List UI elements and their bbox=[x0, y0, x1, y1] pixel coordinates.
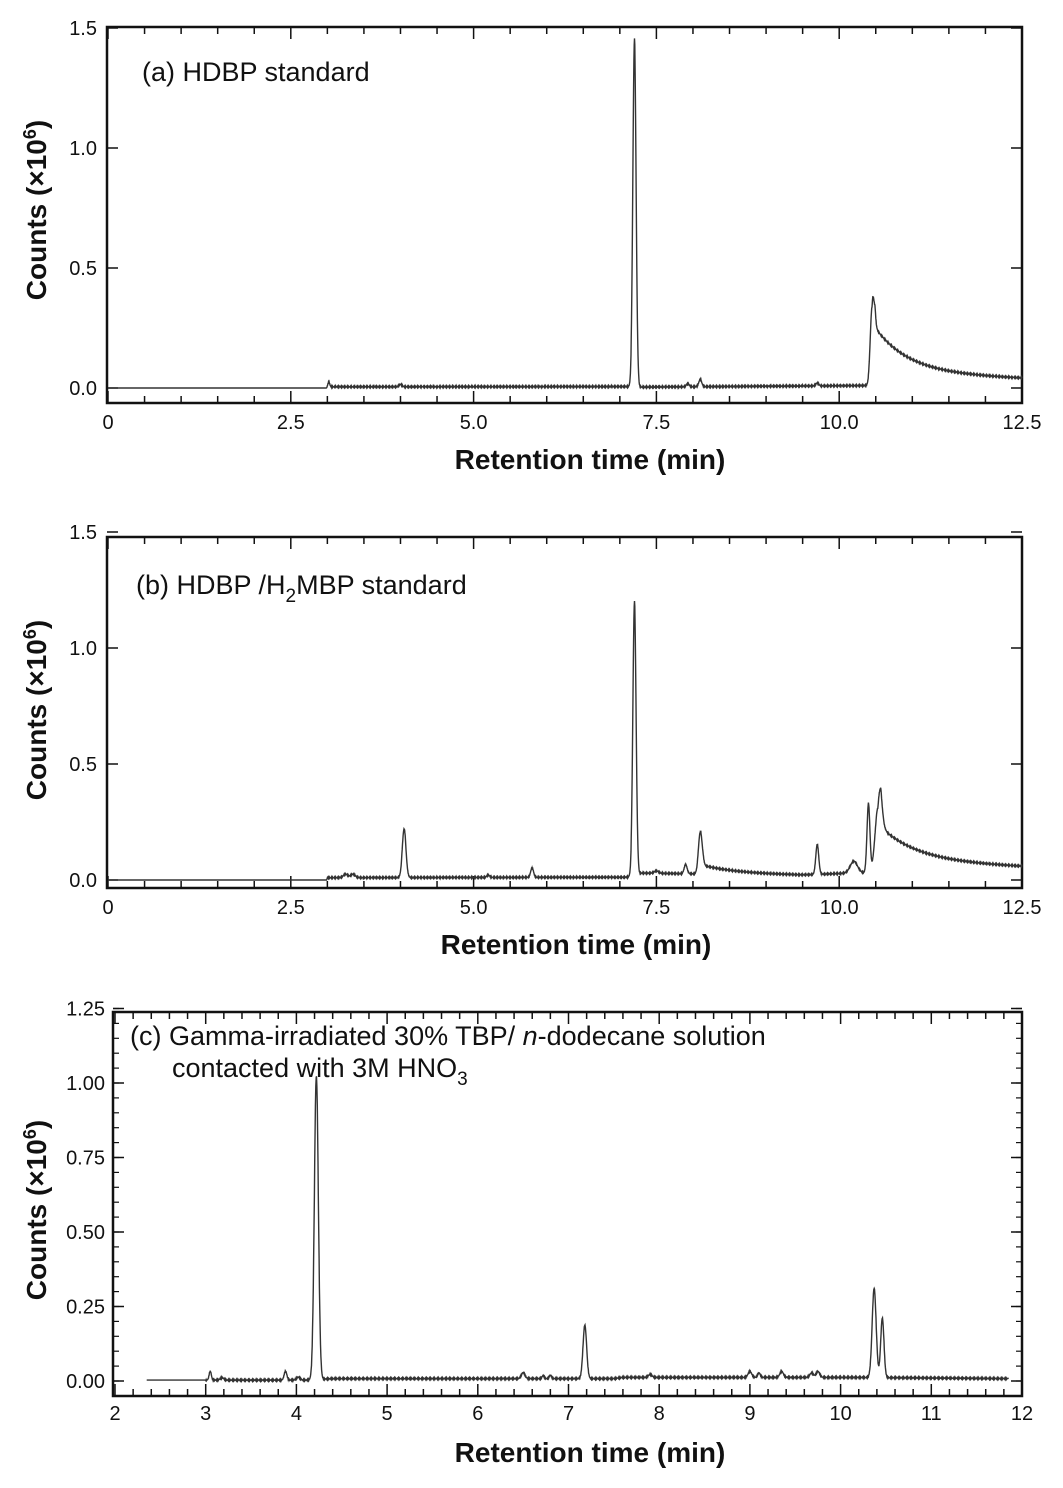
x-tick-label: 0 bbox=[102, 412, 113, 434]
chromatogram-trace bbox=[108, 38, 1023, 391]
y-tick-label: 1.5 bbox=[69, 522, 97, 544]
y-tick-label: 1.25 bbox=[66, 999, 105, 1021]
x-tick-label: 3 bbox=[200, 1403, 211, 1425]
panel-a-xlabel: Retention time (min) bbox=[455, 444, 726, 475]
x-tick-label: 10.0 bbox=[820, 897, 859, 919]
panel-b-xlabel: Retention time (min) bbox=[441, 929, 712, 960]
panel-c-xlabel: Retention time (min) bbox=[455, 1437, 726, 1468]
panel-c-ylabel: Counts (×106) bbox=[20, 1120, 52, 1300]
panel-b: (b) HDBP /H2MBP standard Retention time … bbox=[20, 522, 1041, 960]
y-tick-label: 0.75 bbox=[66, 1148, 105, 1170]
x-tick-label: 2.5 bbox=[277, 897, 305, 919]
panel-c-label-line2: contacted with 3M HNO3 bbox=[172, 1053, 468, 1090]
x-tick-label: 10 bbox=[829, 1403, 851, 1425]
panel-a-ylabel: Counts (×106) bbox=[20, 120, 52, 300]
x-tick-label: 12.5 bbox=[1003, 412, 1042, 434]
x-tick-label: 5.0 bbox=[460, 897, 488, 919]
y-tick-label: 1.0 bbox=[69, 638, 97, 660]
y-tick-label: 1.00 bbox=[66, 1073, 105, 1095]
x-tick-label: 7.5 bbox=[642, 412, 670, 434]
y-tick-label: 0.0 bbox=[69, 378, 97, 400]
x-tick-label: 2 bbox=[109, 1403, 120, 1425]
x-tick-label: 12 bbox=[1011, 1403, 1033, 1425]
x-tick-label: 4 bbox=[291, 1403, 302, 1425]
x-tick-label: 7 bbox=[563, 1403, 574, 1425]
panel-a-label: (a) HDBP standard bbox=[142, 57, 370, 87]
x-tick-label: 12.5 bbox=[1003, 897, 1042, 919]
y-tick-label: 0.00 bbox=[66, 1371, 105, 1393]
plot-frame bbox=[105, 535, 1024, 890]
x-tick-label: 2.5 bbox=[277, 412, 305, 434]
panel-a: (a) HDBP standard Retention time (min) C… bbox=[20, 18, 1041, 475]
x-tick-label: 5.0 bbox=[460, 412, 488, 434]
y-tick-label: 0.5 bbox=[69, 754, 97, 776]
x-tick-label: 10.0 bbox=[820, 412, 859, 434]
x-tick-label: 9 bbox=[744, 1403, 755, 1425]
chromatogram-trace bbox=[146, 1076, 1009, 1384]
chromatogram-trace bbox=[108, 600, 1023, 881]
x-tick-label: 8 bbox=[654, 1403, 665, 1425]
y-tick-label: 1.0 bbox=[69, 138, 97, 160]
plot-frame bbox=[105, 25, 1024, 405]
panel-c-label-line1: (c) Gamma-irradiated 30% TBP/ n-dodecane… bbox=[130, 1021, 766, 1051]
x-tick-label: 7.5 bbox=[642, 897, 670, 919]
x-tick-label: 0 bbox=[102, 897, 113, 919]
plot-frame bbox=[111, 1010, 1024, 1398]
x-tick-label: 5 bbox=[382, 1403, 393, 1425]
y-tick-label: 1.5 bbox=[69, 18, 97, 40]
x-tick-label: 6 bbox=[472, 1403, 483, 1425]
y-tick-label: 0.25 bbox=[66, 1297, 105, 1319]
y-tick-label: 0.50 bbox=[66, 1222, 105, 1244]
panel-c: (c) Gamma-irradiated 30% TBP/ n-dodecane… bbox=[20, 999, 1033, 1469]
panel-b-label: (b) HDBP /H2MBP standard bbox=[136, 570, 467, 607]
y-tick-label: 0.0 bbox=[69, 870, 97, 892]
y-tick-label: 0.5 bbox=[69, 258, 97, 280]
x-tick-label: 11 bbox=[921, 1403, 942, 1425]
panel-b-ylabel: Counts (×106) bbox=[20, 620, 52, 800]
